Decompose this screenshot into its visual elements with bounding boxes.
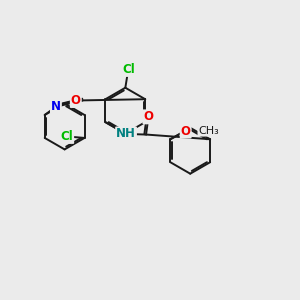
Text: NH: NH <box>116 128 136 140</box>
Text: CH₃: CH₃ <box>198 126 219 136</box>
Text: N: N <box>51 100 61 113</box>
Text: O: O <box>143 110 153 123</box>
Text: O: O <box>71 94 81 107</box>
Text: O: O <box>181 124 191 137</box>
Text: Cl: Cl <box>61 130 73 143</box>
Text: Cl: Cl <box>122 63 135 76</box>
